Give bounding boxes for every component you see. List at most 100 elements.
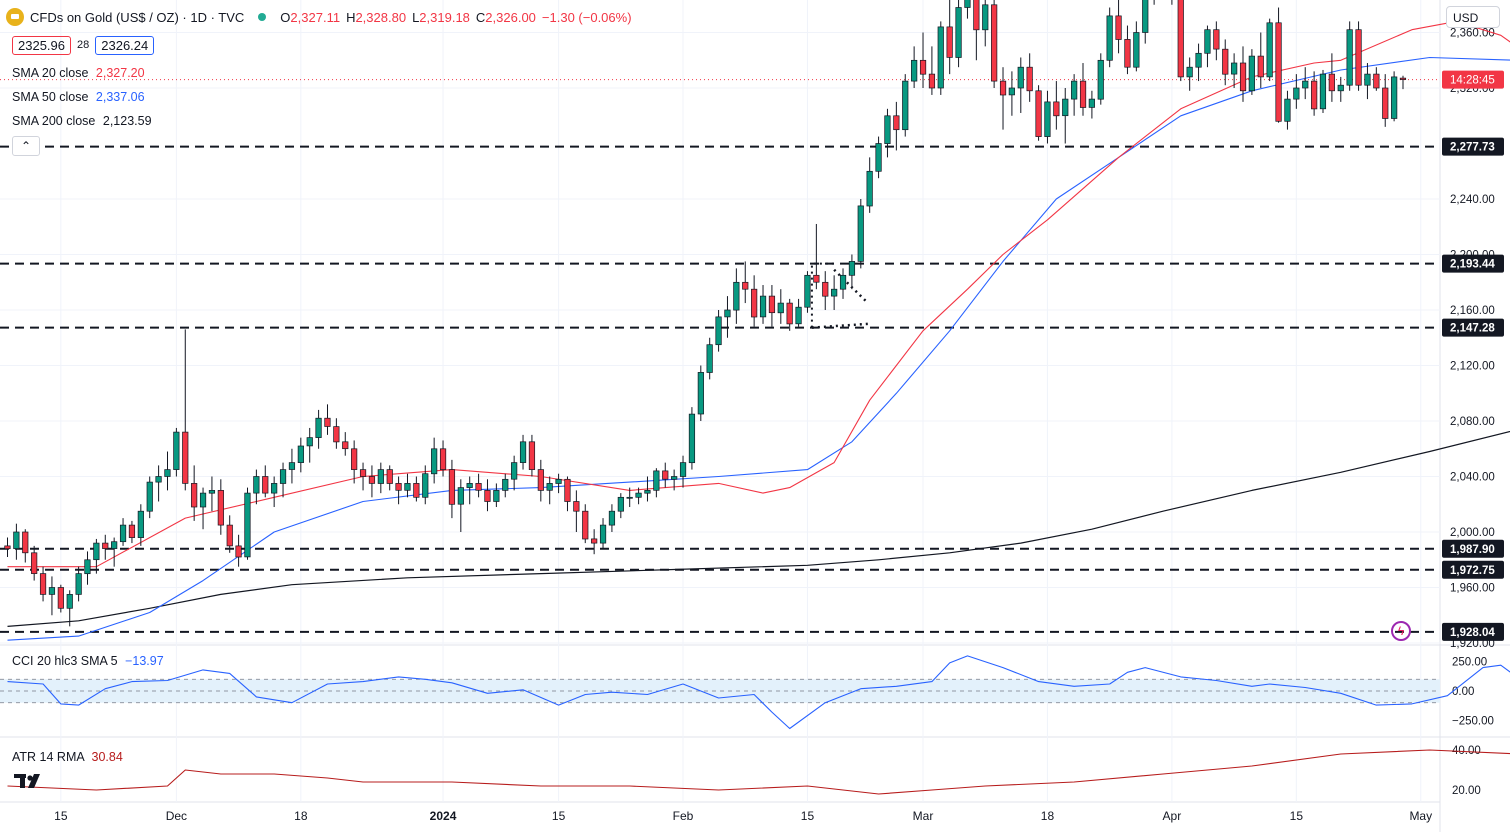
candle[interactable] — [502, 478, 509, 491]
candle[interactable] — [653, 470, 660, 491]
candle[interactable] — [768, 295, 776, 314]
candle[interactable] — [235, 545, 242, 558]
candle[interactable] — [1115, 15, 1122, 40]
candle[interactable] — [564, 478, 571, 502]
candle[interactable] — [102, 542, 109, 549]
candle[interactable] — [57, 587, 64, 609]
candle[interactable] — [351, 448, 358, 470]
candle[interactable] — [857, 205, 864, 262]
candle[interactable] — [1053, 101, 1060, 117]
candle[interactable] — [1088, 98, 1095, 108]
candle[interactable] — [315, 417, 322, 438]
candle[interactable] — [4, 545, 11, 550]
candle[interactable] — [1008, 87, 1015, 96]
candle[interactable] — [608, 510, 616, 526]
candle[interactable] — [715, 316, 722, 346]
candle[interactable] — [1346, 29, 1353, 86]
candle[interactable] — [1026, 66, 1033, 92]
candle[interactable] — [324, 417, 331, 427]
candle[interactable] — [137, 510, 144, 538]
candle[interactable] — [1079, 80, 1087, 108]
candle[interactable] — [226, 524, 233, 547]
candle[interactable] — [404, 483, 411, 491]
candle[interactable] — [31, 552, 38, 574]
candle[interactable] — [795, 306, 802, 325]
candle[interactable] — [1071, 80, 1078, 100]
candle[interactable] — [39, 573, 47, 595]
candle[interactable] — [1106, 15, 1113, 61]
candle[interactable] — [555, 478, 562, 484]
candle[interactable] — [751, 288, 758, 318]
candle[interactable] — [93, 542, 100, 561]
candle[interactable] — [475, 483, 482, 491]
candle[interactable] — [199, 492, 207, 508]
cci-legend[interactable]: CCI 20 hlc3 SMA 5 −13.97 — [12, 654, 164, 668]
candle[interactable] — [457, 487, 464, 505]
candle[interactable] — [546, 483, 553, 491]
candle[interactable] — [1097, 59, 1104, 100]
collapse-legend-button[interactable]: ⌃ — [12, 136, 40, 156]
candle[interactable] — [866, 170, 873, 207]
candle[interactable] — [973, 0, 980, 31]
candle[interactable] — [422, 473, 429, 498]
candle[interactable] — [946, 26, 953, 58]
candle[interactable] — [271, 483, 278, 494]
candle[interactable] — [253, 476, 260, 494]
symbol-title[interactable]: CFDs on Gold (US$ / OZ) · 1D · TVC — [30, 9, 245, 25]
candle[interactable] — [1355, 29, 1362, 86]
candle[interactable] — [13, 531, 20, 549]
candle[interactable] — [1044, 101, 1051, 137]
candle[interactable] — [759, 295, 767, 318]
candle[interactable] — [591, 538, 598, 544]
candle[interactable] — [493, 490, 500, 502]
candle[interactable] — [466, 483, 473, 488]
candle[interactable] — [1399, 77, 1407, 80]
candle[interactable] — [937, 26, 944, 89]
candle[interactable] — [1275, 22, 1282, 122]
candle[interactable] — [1195, 52, 1202, 68]
candle[interactable] — [804, 274, 811, 308]
candle[interactable] — [599, 524, 607, 544]
candle[interactable] — [111, 541, 118, 549]
candle[interactable] — [484, 490, 491, 502]
candle[interactable] — [724, 309, 731, 318]
candle[interactable] — [119, 524, 127, 543]
candle[interactable] — [982, 4, 989, 31]
candle[interactable] — [342, 441, 349, 450]
candle[interactable] — [1337, 84, 1344, 92]
candle[interactable] — [173, 431, 180, 470]
candle[interactable] — [1391, 76, 1398, 119]
candle[interactable] — [955, 7, 962, 58]
candle[interactable] — [733, 281, 740, 311]
candle[interactable] — [1328, 73, 1335, 92]
sma50-legend[interactable]: SMA 50 close 2,337.06 — [12, 90, 145, 104]
candle[interactable] — [884, 115, 891, 144]
candle[interactable] — [1266, 22, 1273, 78]
atr-legend[interactable]: ATR 14 RMA 30.84 — [12, 750, 123, 764]
candle[interactable] — [182, 431, 189, 484]
tradingview-logo-icon[interactable] — [14, 772, 46, 790]
candle[interactable] — [191, 483, 198, 508]
candle[interactable] — [448, 469, 456, 505]
candle[interactable] — [413, 483, 420, 498]
candle[interactable] — [1364, 73, 1371, 86]
candle[interactable] — [964, 0, 971, 8]
candle[interactable] — [431, 448, 438, 475]
candle[interactable] — [75, 573, 82, 595]
candle[interactable] — [1284, 98, 1291, 122]
candle[interactable] — [911, 59, 918, 82]
candle[interactable] — [848, 261, 856, 276]
candle[interactable] — [288, 462, 296, 470]
candle[interactable] — [1142, 0, 1149, 33]
candle[interactable] — [1319, 73, 1327, 110]
ask-button[interactable]: 2326.24 — [95, 35, 155, 55]
candle[interactable] — [1293, 87, 1300, 100]
candle[interactable] — [439, 448, 447, 470]
candle[interactable] — [146, 481, 153, 512]
sma20-legend[interactable]: SMA 20 close 2,327.20 — [12, 66, 145, 80]
candle[interactable] — [217, 490, 224, 526]
candle[interactable] — [1133, 32, 1140, 68]
sma200-legend[interactable]: SMA 200 close 2,123.59 — [12, 114, 152, 128]
candle[interactable] — [164, 469, 171, 477]
candle[interactable] — [1222, 48, 1229, 75]
